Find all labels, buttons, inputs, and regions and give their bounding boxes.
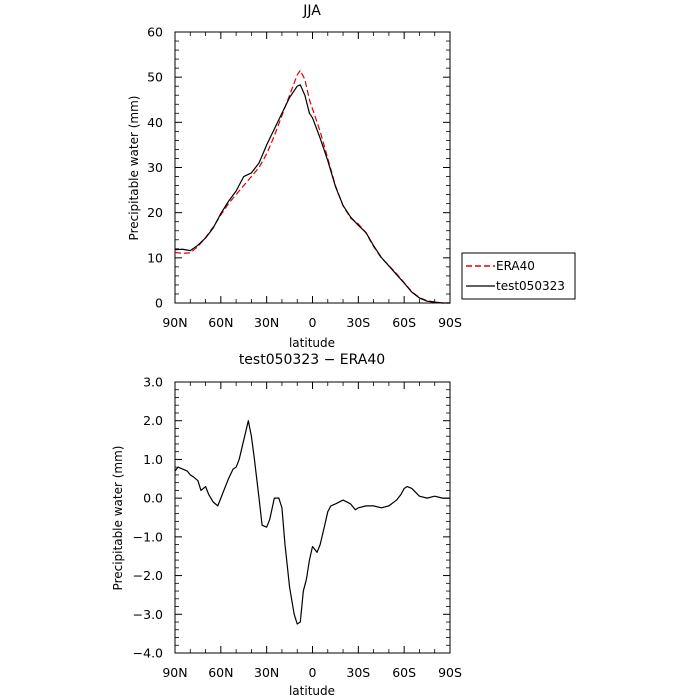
bottom-y-tick-labels: −4.0 −3.0 −2.0 −1.0 0.0 1.0 2.0 3.0 [133, 375, 163, 661]
x-tick-label: 60N [208, 665, 233, 680]
bottom-x-tick-labels: 90N 60N 30N 0 30S 60S 90S [162, 665, 462, 680]
legend-label-test050323: test050323 [496, 279, 565, 293]
x-tick-label: 0 [309, 665, 317, 680]
bottom-plot-frame [174, 381, 451, 654]
top-x-axis-label: latitude [289, 336, 335, 350]
y-tick-label: −1.0 [133, 529, 163, 544]
x-tick-label: 0 [309, 315, 317, 330]
y-tick-label: −4.0 [133, 646, 163, 661]
legend-label-era40: ERA40 [496, 259, 535, 273]
top-panel-title: JJA [302, 3, 321, 19]
x-tick-label: 60S [392, 665, 416, 680]
top-series-group [174, 69, 450, 304]
y-tick-label: −3.0 [133, 607, 163, 622]
x-tick-label: 30N [254, 665, 279, 680]
top-y-axis-label: Precipitable water (mm) [127, 96, 141, 241]
top-ticks [174, 31, 451, 304]
series-line-test050323 [174, 84, 450, 304]
x-tick-label: 90S [438, 665, 462, 680]
bottom-y-axis-label: Precipitable water (mm) [111, 446, 125, 591]
bottom-series-group [174, 420, 450, 625]
top-plot-frame [174, 31, 451, 304]
y-tick-label: 40 [147, 115, 163, 130]
x-tick-label: 90N [162, 315, 187, 330]
y-tick-label: 60 [147, 25, 163, 40]
x-tick-label: 90S [438, 315, 462, 330]
top-x-tick-labels: 90N 60N 30N 0 30S 60S 90S [162, 315, 462, 330]
x-tick-label: 30S [346, 665, 370, 680]
series-line-difference [174, 420, 450, 625]
top-panel: JJA 0 10 20 30 40 50 60 90N 60N 30N 0 30S 60S 90S Pr… [127, 3, 576, 350]
bottom-x-axis-label: latitude [289, 684, 335, 698]
y-tick-label: −2.0 [133, 568, 163, 583]
x-tick-label: 30S [346, 315, 370, 330]
y-tick-label: 0.0 [143, 491, 163, 506]
y-tick-label: 2.0 [143, 413, 163, 428]
y-tick-label: 1.0 [143, 452, 163, 467]
x-tick-label: 90N [162, 665, 187, 680]
y-tick-label: 3.0 [143, 375, 163, 390]
series-line-era40 [174, 69, 450, 304]
x-tick-label: 60S [392, 315, 416, 330]
bottom-panel-title: test050323 − ERA40 [239, 352, 385, 368]
bottom-ticks [174, 381, 451, 654]
y-tick-label: 30 [147, 160, 163, 175]
y-tick-label: 50 [147, 70, 163, 85]
bottom-panel: test050323 − ERA40 −4.0 −3.0 −2.0 −1.0 0.0 1.… [111, 352, 462, 698]
y-tick-label: 20 [147, 205, 163, 220]
legend: ERA40 test050323 [461, 252, 576, 300]
x-tick-label: 30N [254, 315, 279, 330]
legend-box [461, 252, 576, 300]
y-tick-label: 10 [147, 250, 163, 265]
top-y-tick-labels: 0 10 20 30 40 50 60 [147, 25, 163, 311]
y-tick-label: 0 [155, 296, 163, 311]
x-tick-label: 60N [208, 315, 233, 330]
